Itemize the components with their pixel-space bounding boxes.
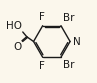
Text: Br: Br: [63, 13, 75, 23]
Text: HO: HO: [6, 21, 22, 31]
Text: O: O: [13, 42, 21, 52]
Text: Br: Br: [63, 60, 75, 70]
Text: F: F: [39, 12, 45, 22]
Text: F: F: [39, 61, 45, 71]
Text: N: N: [73, 37, 81, 46]
